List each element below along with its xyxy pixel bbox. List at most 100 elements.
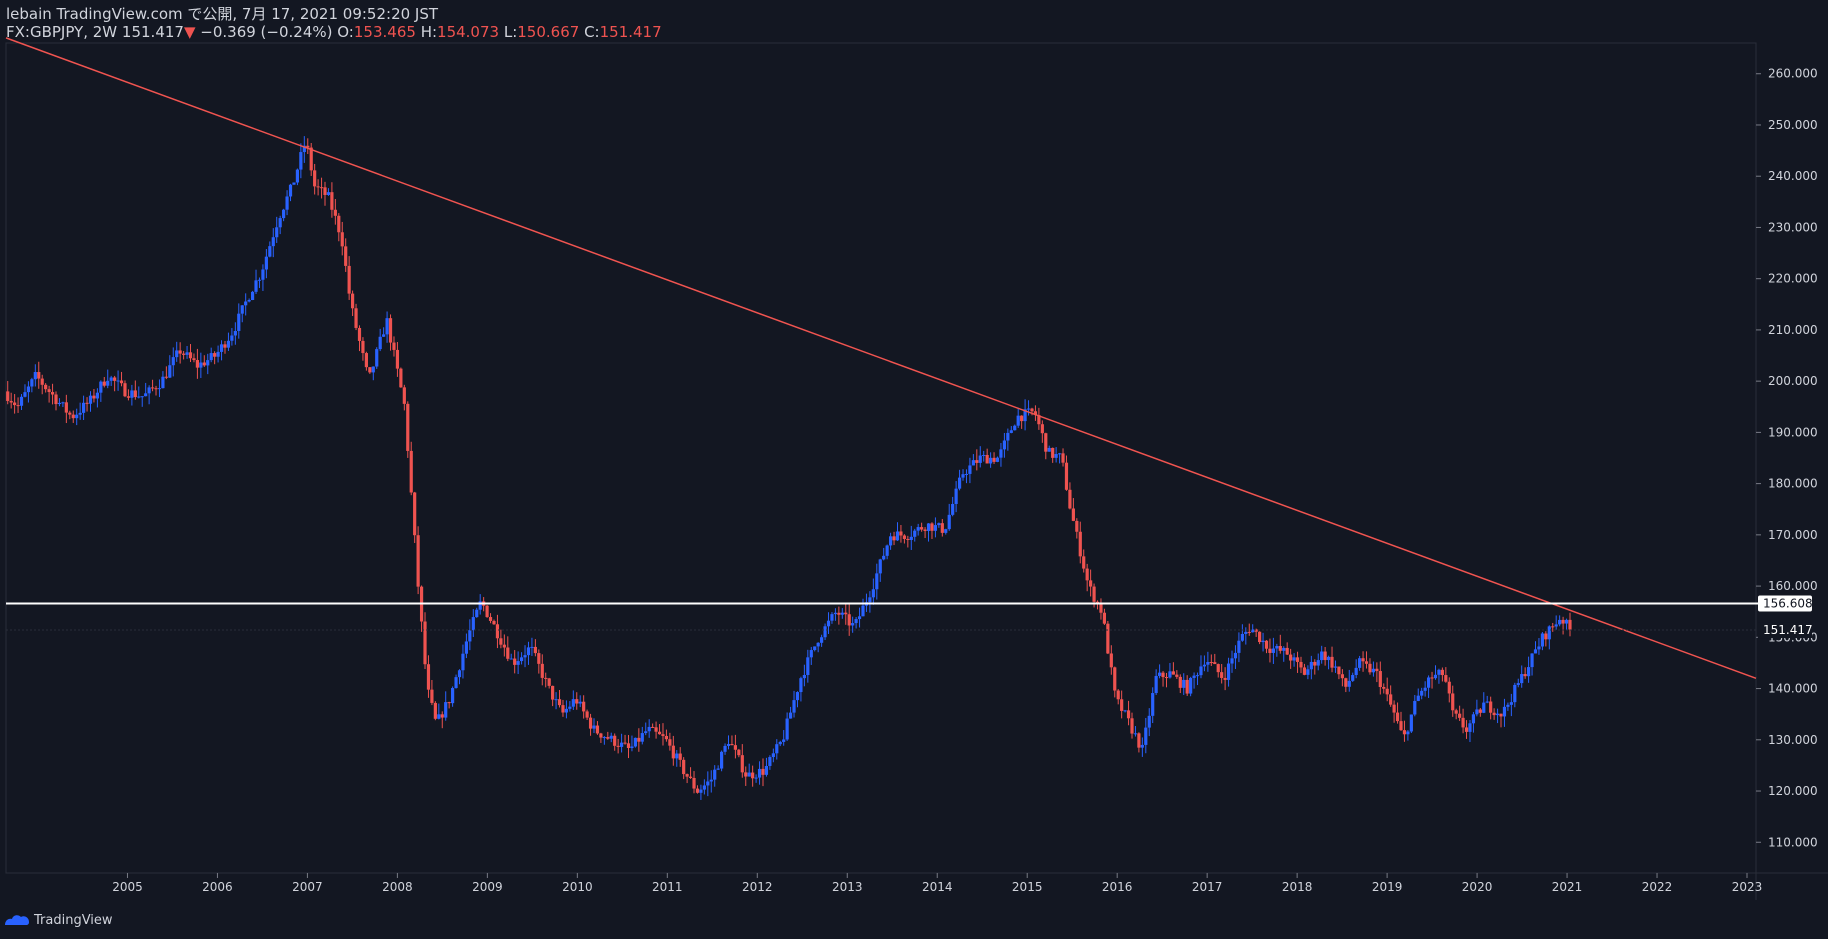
close-label: C: (584, 23, 600, 41)
candle-body (788, 712, 793, 719)
candle-body (364, 353, 368, 368)
candle-body (1247, 631, 1251, 633)
candle-body (1002, 440, 1007, 450)
candle-body (1347, 680, 1351, 687)
candle-body (668, 739, 672, 746)
candle-body (847, 614, 851, 626)
time-tick-label: 2020 (1462, 880, 1493, 894)
candle-body (692, 777, 696, 789)
candle-body (561, 705, 565, 713)
last-price: 151.417 (121, 23, 184, 41)
open-label: O: (337, 23, 354, 41)
footer[interactable]: TradingView (4, 910, 113, 930)
candle-body (633, 737, 637, 747)
candle-body (209, 353, 213, 361)
price-tick-label: 260.000 (1768, 67, 1818, 81)
candle-body (951, 503, 955, 515)
candle-body (702, 785, 706, 790)
candle-body (1533, 649, 1538, 654)
candle-body (237, 313, 241, 331)
candle-body (913, 530, 917, 537)
candle-body (1537, 646, 1541, 650)
candle-body (1099, 602, 1103, 613)
candle-body (509, 658, 513, 660)
time-tick-label: 2022 (1642, 880, 1673, 894)
candle-body (133, 390, 137, 398)
candle-body (1230, 658, 1234, 664)
candle-body (406, 403, 410, 451)
candle-body (799, 678, 803, 693)
candle-body (433, 702, 437, 719)
price-tick-label: 170.000 (1768, 528, 1818, 542)
candle-body (785, 718, 789, 740)
candle-body (1464, 727, 1469, 732)
candle-body (557, 699, 562, 706)
candle-body (385, 318, 389, 335)
price-tick-label: 180.000 (1768, 477, 1818, 491)
candle-body (316, 186, 320, 188)
candle-body (578, 701, 582, 704)
price-tick-label: 210.000 (1768, 323, 1818, 337)
candle-body (40, 378, 44, 385)
candle-body (1020, 415, 1024, 422)
current-price-label: 151.417 (1758, 622, 1813, 639)
candle-body (602, 737, 606, 739)
candle-body (1502, 706, 1507, 717)
candle-body (254, 280, 258, 292)
candle-body (168, 365, 172, 378)
candle-body (1026, 408, 1031, 410)
candle-body (892, 536, 896, 541)
high-label: H: (420, 23, 438, 41)
candle-body (840, 612, 844, 615)
candle-body (630, 746, 634, 749)
candle-body (216, 351, 220, 357)
candle-body (499, 638, 503, 645)
candle-body (1254, 629, 1258, 632)
brand-name: TradingView (34, 912, 113, 928)
candle-body (682, 759, 686, 775)
candle-body (940, 523, 944, 533)
candle-body (1478, 709, 1482, 713)
time-tick-label: 2014 (922, 880, 953, 894)
candle-body (999, 449, 1003, 458)
candle-body (1023, 409, 1027, 422)
candle-body (713, 769, 717, 780)
trendline[interactable] (5, 37, 1757, 680)
candle-body (1123, 710, 1127, 712)
candle-body (78, 412, 82, 415)
candle-body (1527, 667, 1531, 677)
candle-body (192, 358, 196, 361)
candle-body (119, 380, 124, 384)
candle-body (1361, 658, 1365, 662)
candle-body (485, 605, 489, 618)
candle-body (1475, 709, 1479, 715)
candle-body (1154, 675, 1158, 694)
candle-body (1485, 701, 1489, 703)
time-tick-label: 2018 (1282, 880, 1313, 894)
candle-body (426, 664, 431, 690)
candle-body (885, 545, 889, 556)
candle-body (592, 725, 596, 729)
candle-body (1544, 633, 1548, 640)
candle-body (1444, 675, 1448, 682)
candle-body (833, 612, 838, 615)
time-tick-label: 2005 (112, 880, 143, 894)
candle-body (157, 388, 162, 390)
candle-body (1292, 657, 1296, 661)
candle-body (606, 737, 610, 739)
candle-body (1271, 648, 1275, 653)
candle-body (1458, 713, 1462, 718)
candle-body (1406, 731, 1410, 735)
candle-body (595, 725, 600, 734)
price-tick-label: 200.000 (1768, 374, 1818, 388)
candle-body (1047, 447, 1051, 452)
candle-body (244, 301, 248, 306)
candle-body (1102, 612, 1107, 624)
candle-body (333, 209, 337, 216)
candle-body (1282, 647, 1286, 651)
candle-body (551, 685, 555, 700)
candle-body (1509, 702, 1513, 705)
candle-body (1506, 704, 1510, 707)
candle-body (1368, 663, 1372, 673)
